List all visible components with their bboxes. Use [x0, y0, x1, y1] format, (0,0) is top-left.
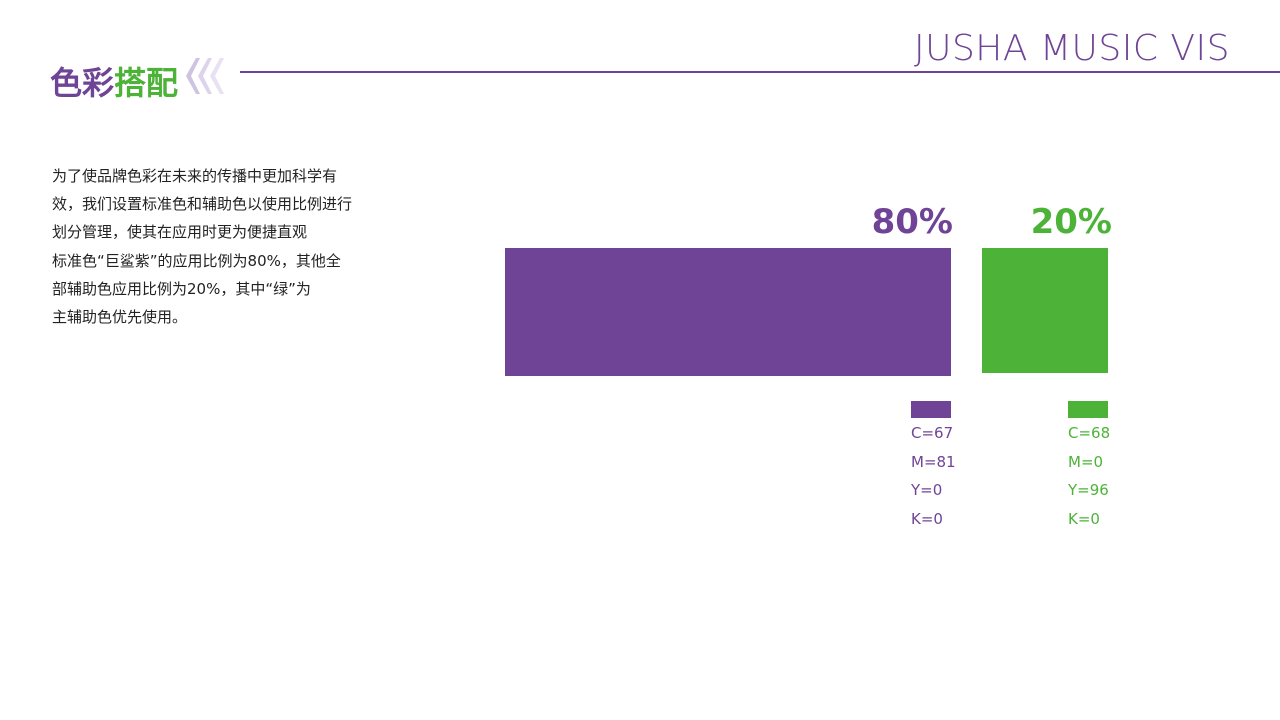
body-line: 划分管理，使其在应用时更为便捷直观 [52, 223, 308, 242]
cmyk-value: M=0 [1068, 452, 1104, 471]
body-line: 为了使品牌色彩在未来的传播中更加科学有 [52, 167, 338, 185]
cmyk-value: C=67 [911, 424, 954, 442]
section-title: 色彩搭配 [50, 58, 178, 104]
purple-bar [505, 248, 951, 376]
cmyk-value: M=81 [911, 452, 956, 471]
percent: 20% [1030, 202, 1112, 242]
title-part: 色彩 [50, 64, 115, 102]
cmyk-value: C=68 [1068, 424, 1111, 442]
brand: JUSHA MUSIC VIS [913, 28, 1230, 69]
body-line: 部辅助色应用比例为20%，其中“绿”为 [52, 279, 311, 298]
header-rule [240, 71, 1280, 73]
cmyk-value: Y=0 [911, 481, 943, 500]
body-line: 标准色“巨鲨紫”的应用比例为80%，其他全 [52, 251, 341, 270]
green-bar [982, 248, 1108, 373]
swatch [911, 401, 951, 418]
swatch [1068, 401, 1108, 418]
percent: 80% [871, 202, 953, 242]
cmyk-value: K=0 [911, 510, 943, 529]
cmyk-value: Y=96 [1068, 481, 1109, 500]
title-part: 搭配 [114, 64, 179, 102]
body-line: 主辅助色优先使用。 [52, 308, 188, 326]
body-line: 效，我们设置标准色和辅助色以使用比例进行 [52, 195, 353, 214]
cmyk-value: K=0 [1068, 510, 1100, 529]
chevrons [186, 58, 224, 94]
